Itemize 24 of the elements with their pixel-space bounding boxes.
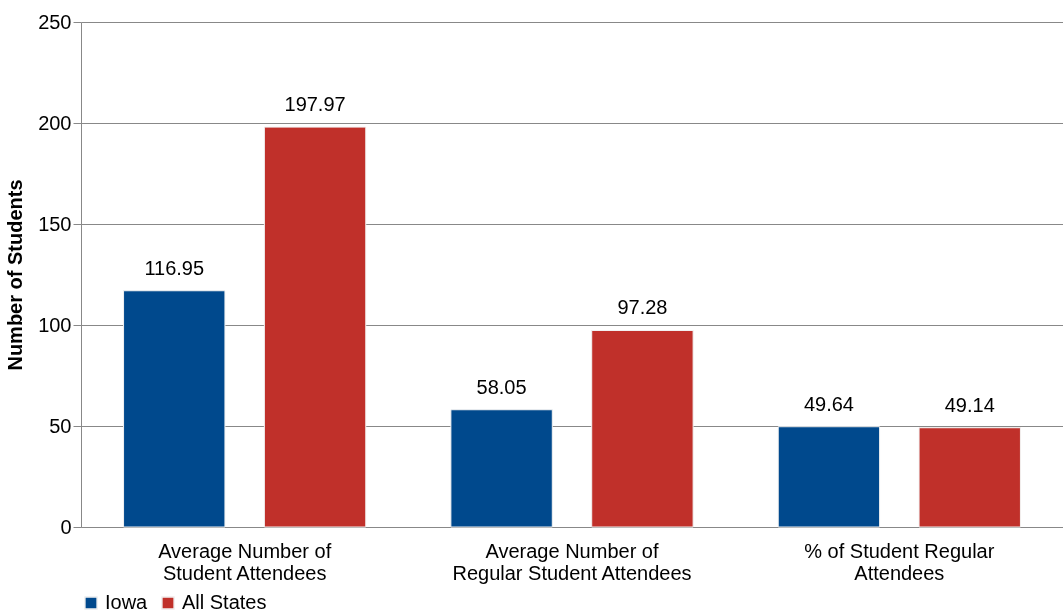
bar — [123, 290, 226, 528]
data-label: 197.97 — [284, 93, 346, 116]
bar — [918, 427, 1021, 528]
y-tick-label: 100 — [38, 313, 72, 336]
bar — [450, 409, 553, 528]
bar — [777, 426, 881, 528]
legend-label: All States — [182, 591, 267, 613]
data-label: 49.14 — [944, 393, 995, 416]
y-tick-label: 200 — [38, 111, 72, 134]
y-tick-label: 50 — [49, 414, 72, 437]
data-label: 116.95 — [144, 256, 205, 279]
data-label: 49.64 — [803, 392, 854, 415]
bar — [263, 126, 367, 528]
x-tick-label: Average Number of Regular Student Attendees — [452, 539, 692, 584]
y-tick-label: 0 — [60, 515, 72, 538]
x-tick-label: % of Student Regular Attendees — [804, 539, 995, 584]
bar — [591, 329, 694, 528]
y-tick-label: 150 — [38, 212, 72, 235]
legend-label: Iowa — [105, 591, 149, 613]
x-tick-label: Average Number of Student Attendees — [158, 539, 332, 584]
y-axis-title: Number of Students — [4, 179, 27, 371]
y-tick-label: 250 — [38, 10, 72, 33]
data-label: 97.28 — [617, 296, 668, 319]
data-label: 58.05 — [476, 375, 527, 398]
